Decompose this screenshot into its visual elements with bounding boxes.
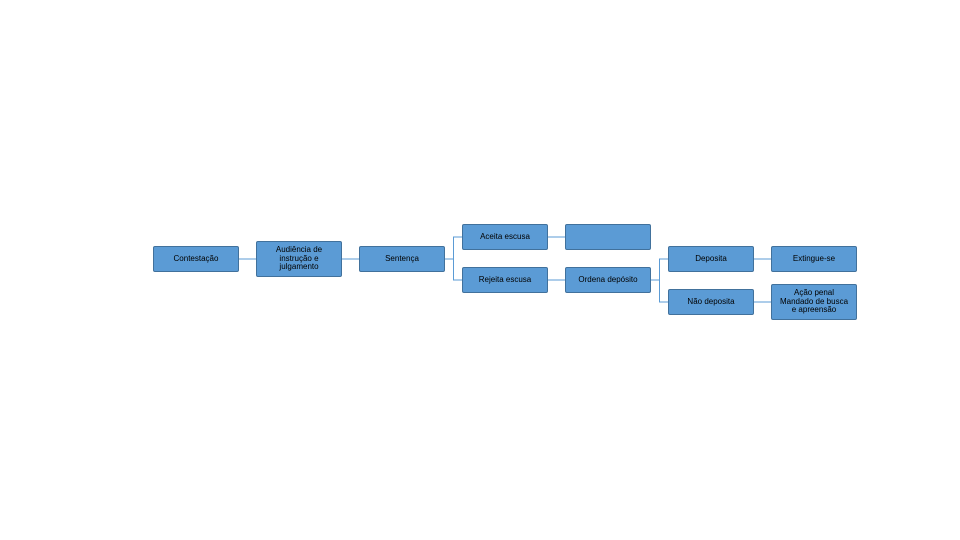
flow-node-ordena: Ordena depósito — [565, 267, 651, 293]
flow-node-extinguese: Extingue-se — [771, 246, 857, 272]
flow-node-label: Aceita escusa — [480, 233, 530, 242]
flowchart-canvas: Contestação Audiência de instrução e julg… — [0, 0, 960, 540]
flow-node-label: Sentença — [385, 255, 419, 264]
flow-node-deposita: Deposita — [668, 246, 754, 272]
flow-node-acaopenal: Ação penal Mandado de busca e apreensão — [771, 284, 857, 320]
edge — [445, 259, 462, 280]
flow-node-naodeposita: Não deposita — [668, 289, 754, 315]
flow-node-aceita: Aceita escusa — [462, 224, 548, 250]
flow-node-label: Não deposita — [687, 298, 734, 307]
flow-node-label: Contestação — [174, 255, 219, 264]
flow-node-label: Deposita — [695, 255, 727, 264]
flow-node-sentenca: Sentença — [359, 246, 445, 272]
edge — [651, 280, 668, 302]
flow-node-label: Rejeita escusa — [479, 276, 531, 285]
flow-node-label: Ordena depósito — [578, 276, 637, 285]
flow-node-label: Audiência de instrução e julgamento — [276, 246, 322, 272]
edge — [651, 259, 668, 280]
flow-node-label: Ação penal Mandado de busca e apreensão — [780, 289, 848, 315]
flow-node-audiencia: Audiência de instrução e julgamento — [256, 241, 342, 277]
edge — [445, 237, 462, 259]
flow-node-label: Extingue-se — [793, 255, 835, 264]
flow-node-blank — [565, 224, 651, 250]
flow-node-rejeita: Rejeita escusa — [462, 267, 548, 293]
flow-node-contestacao: Contestação — [153, 246, 239, 272]
